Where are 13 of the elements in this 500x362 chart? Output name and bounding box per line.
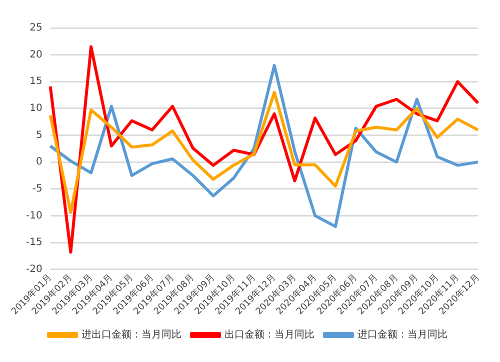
y-tick-label: -10 [26, 210, 42, 222]
legend-label: 进出口金额：当月同比 [82, 328, 182, 341]
y-tick-label: 25 [30, 22, 42, 34]
y-tick-label: 0 [36, 156, 42, 168]
legend-label: 进口金额：当月同比 [358, 328, 448, 341]
y-tick-label: -15 [26, 237, 42, 248]
y-tick-label: 20 [30, 49, 42, 60]
y-tick-label: 5 [36, 130, 42, 141]
y-tick-label: -5 [32, 183, 42, 194]
y-tick-label: 15 [30, 76, 42, 88]
y-tick-label: 10 [30, 103, 42, 114]
legend-label: 出口金额：当月同比 [224, 328, 314, 341]
y-tick-label: -20 [26, 264, 42, 275]
